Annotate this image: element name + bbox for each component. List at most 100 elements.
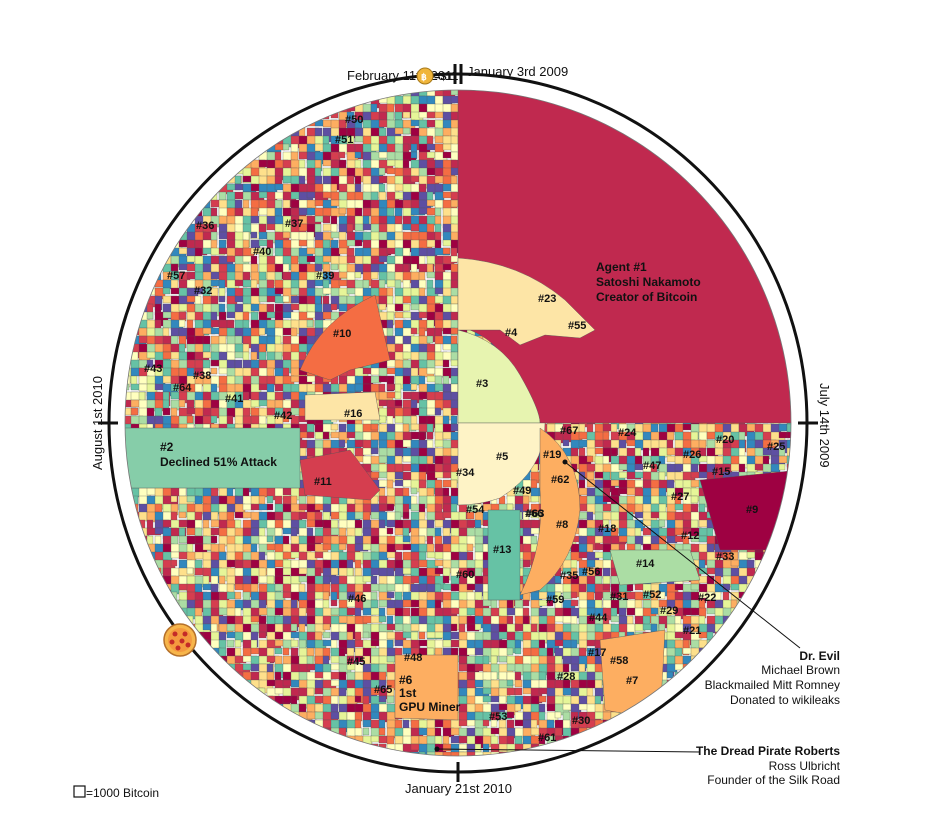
mosaic-tile: [226, 639, 235, 648]
mosaic-tile: [258, 503, 269, 511]
mosaic-tile: [426, 151, 436, 159]
mosaic-tile: [274, 287, 285, 295]
mosaic-tile: [634, 447, 642, 458]
mosaic-tile: [282, 639, 293, 650]
mosaic-tile: [418, 631, 426, 640]
mosaic-tile: [730, 463, 741, 472]
mosaic-tile: [170, 559, 178, 567]
mosaic-tile: [426, 367, 436, 375]
mosaic-tile: [386, 479, 394, 490]
mosaic-tile: [674, 463, 684, 472]
mosaic-tile: [250, 215, 261, 224]
mosaic-tile: [434, 367, 444, 378]
mosaic-tile: [210, 415, 218, 424]
mosaic-tile: [362, 199, 372, 209]
mosaic-tile: [330, 151, 341, 162]
mosaic-tile: [218, 295, 226, 303]
mosaic-tile: [242, 551, 253, 561]
mosaic-tile: [410, 415, 418, 426]
mosaic-tile: [218, 215, 228, 225]
mosaic-tile: [306, 239, 315, 250]
mosaic-tile: [666, 431, 675, 441]
mosaic-tile: [426, 543, 435, 553]
mosaic-tile: [354, 271, 362, 279]
mosaic-tile: [562, 615, 573, 624]
mosaic-tile: [338, 159, 347, 169]
mosaic-tile: [722, 615, 738, 631]
mosaic-tile: [730, 599, 738, 610]
mosaic-tile: [218, 599, 229, 610]
mosaic-tile: [394, 399, 403, 407]
mosaic-tile: [394, 295, 404, 305]
mosaic-tile: [402, 511, 410, 519]
mosaic-tile: [658, 519, 666, 528]
mosaic-tile: [234, 591, 242, 600]
mosaic-tile: [394, 543, 405, 551]
mosaic-tile: [370, 471, 380, 479]
mosaic-tile: [498, 631, 509, 640]
mosaic-tile: [666, 423, 677, 433]
mosaic-tile: [426, 207, 437, 216]
mosaic-tile: [298, 183, 309, 194]
mosaic-tile: [298, 159, 306, 169]
mosaic-tile: [394, 191, 405, 200]
mosaic-tile: [426, 335, 434, 344]
mosaic-tile: [226, 591, 236, 600]
mosaic-tile: [722, 567, 733, 577]
mosaic-tile: [306, 431, 315, 439]
mosaic-tile: [298, 239, 308, 247]
mosaic-tile: [786, 495, 791, 511]
mosaic-tile: [722, 583, 731, 591]
mosaic-tile: [338, 295, 348, 305]
mosaic-tile: [402, 311, 412, 319]
mosaic-tile: [338, 599, 349, 609]
mosaic-tile: [786, 343, 791, 357]
mosaic-tile: [706, 631, 714, 648]
mosaic-tile: [266, 495, 274, 504]
mosaic-tile: [394, 415, 404, 424]
mosaic-tile: [450, 415, 458, 425]
mosaic-tile: [306, 319, 314, 328]
mosaic-tile: [786, 463, 791, 477]
mosaic-tile: [298, 495, 307, 506]
mosaic-tile: [226, 351, 236, 361]
mosaic-tile: [282, 295, 290, 303]
mosaic-tile: [530, 495, 540, 503]
mosaic-tile: [322, 255, 332, 263]
mosaic-tile: [226, 575, 237, 586]
mosaic-tile: [306, 327, 317, 338]
mosaic-tile: [402, 279, 411, 290]
mosaic-tile: [394, 111, 403, 121]
mosaic-tile: [634, 511, 645, 519]
mosaic-tile: [282, 231, 291, 239]
mosaic-tile: [402, 343, 412, 354]
mosaic-tile: [170, 495, 178, 503]
mosaic-tile: [410, 327, 418, 335]
mosaic-tile: [714, 199, 724, 214]
mosaic-tile: [410, 151, 418, 159]
mosaic-tile: [258, 231, 268, 240]
mosaic-tile: [202, 575, 210, 586]
mosaic-tile: [570, 591, 578, 599]
mosaic-tile: [402, 543, 413, 551]
mosaic-tile: [186, 271, 197, 280]
mosaic-tile: [186, 399, 195, 409]
mosaic-tile: [394, 471, 405, 480]
mosaic-tile: [250, 167, 261, 177]
mosaic-tile: [690, 175, 700, 186]
mosaic-tile: [378, 487, 386, 497]
mosaic-tile: [306, 279, 316, 290]
mosaic-tile: [218, 575, 226, 585]
mosaic-tile: [778, 511, 791, 523]
mosaic-tile: [402, 375, 411, 386]
mosaic-tile: [434, 559, 444, 567]
mosaic-tile: [450, 199, 459, 208]
mosaic-tile: [290, 495, 298, 506]
mosaic-tile: [418, 559, 429, 568]
mosaic-tile: [730, 223, 738, 231]
mosaic-tile: [730, 583, 741, 591]
mosaic-tile: [458, 615, 468, 625]
mosaic-tile: [306, 255, 317, 263]
mosaic-tile: [234, 335, 243, 345]
